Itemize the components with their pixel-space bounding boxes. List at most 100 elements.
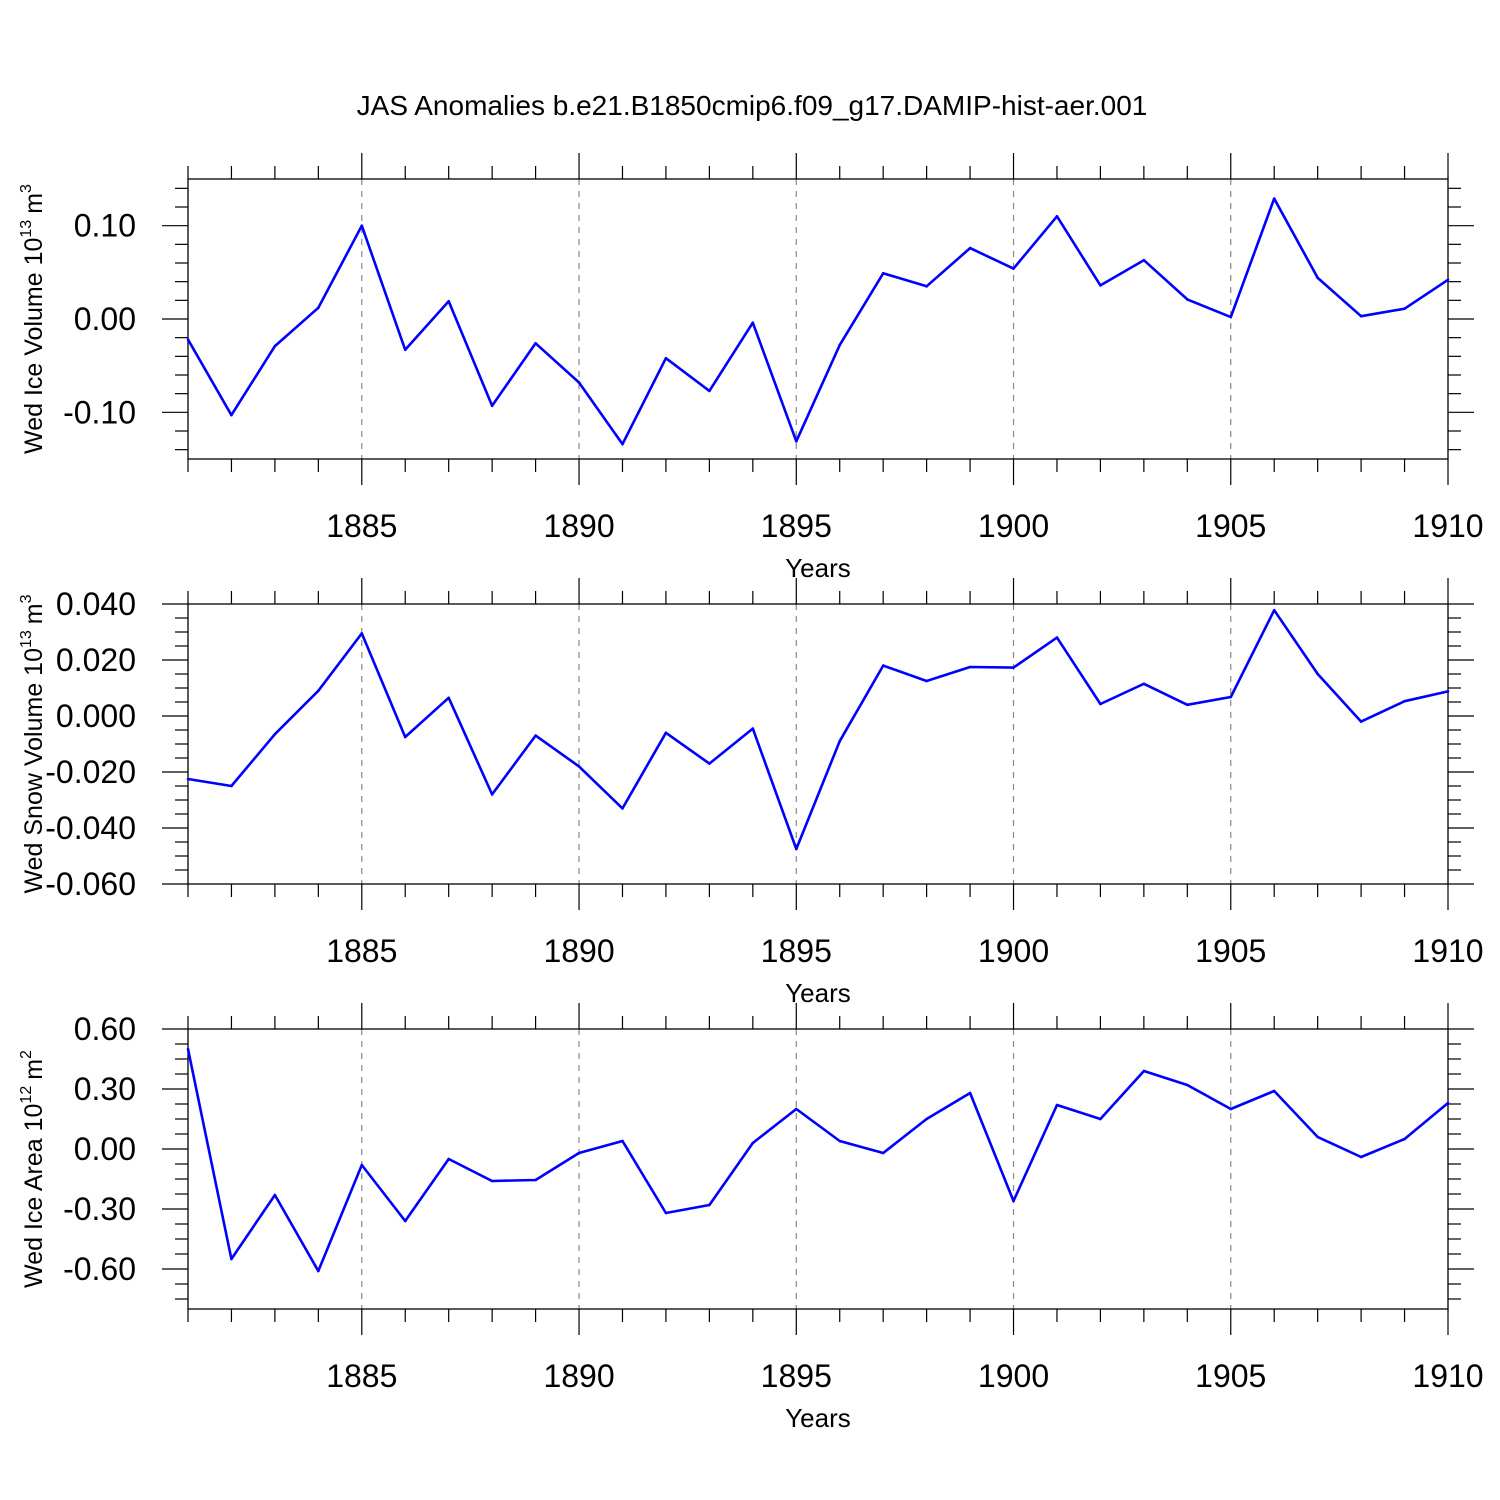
data-point xyxy=(534,734,537,737)
data-point xyxy=(708,1203,711,1207)
panel-3: -0.60 -0.30 0.00 0.30 0.60 1885 1890 1895 1900 19… xyxy=(18,1003,1484,1433)
data-point xyxy=(968,665,972,669)
y-axis-label-exponent: 13 xyxy=(18,630,35,648)
data-point xyxy=(186,1047,190,1051)
data-point xyxy=(925,285,928,288)
data-point xyxy=(403,735,407,739)
y-tick-label: 0.000 xyxy=(56,698,136,734)
panels: -0.10 0.00 0.10 1885 1890 1895 1900 1905 1910 Yea… xyxy=(18,153,1484,1433)
data-point xyxy=(317,1269,320,1273)
y-tick-label: -0.30 xyxy=(63,1191,136,1227)
panel-2: -0.060 -0.040 -0.020 0.000 0.020 0.040 1885 189… xyxy=(18,578,1484,1008)
y-tick-label: -0.10 xyxy=(63,394,136,430)
data-point xyxy=(708,762,711,765)
data-point xyxy=(447,696,450,700)
data-point xyxy=(490,404,494,408)
data-point xyxy=(360,224,364,227)
x-tick-label: 1885 xyxy=(326,508,397,544)
data-point xyxy=(360,632,364,635)
series-line xyxy=(187,608,1449,851)
data-point xyxy=(881,271,885,275)
data-point xyxy=(751,1141,755,1145)
x-axis-label: Years xyxy=(785,978,851,1008)
data-point xyxy=(1403,699,1406,703)
plot-frame xyxy=(187,603,1449,885)
data-point xyxy=(317,306,320,310)
data-point xyxy=(838,343,842,347)
series-line xyxy=(186,197,1449,446)
data-point xyxy=(490,1179,494,1183)
y-tick-label: 0.10 xyxy=(74,208,136,244)
y-tick-label: -0.060 xyxy=(45,866,136,902)
data-point xyxy=(534,1178,537,1182)
data-point xyxy=(577,765,581,768)
y-tick-label: -0.040 xyxy=(45,810,136,846)
x-tick-label: 1890 xyxy=(543,508,614,544)
y-tick-label: 0.020 xyxy=(56,642,136,678)
data-point xyxy=(1099,284,1102,287)
series-line xyxy=(186,1048,1449,1273)
data-point xyxy=(1142,682,1146,686)
data-point xyxy=(1446,1101,1450,1105)
data-point xyxy=(186,338,190,341)
data-point xyxy=(838,1139,842,1143)
data-point xyxy=(968,1091,972,1095)
data-point xyxy=(1186,703,1189,707)
data-point xyxy=(1012,1199,1015,1203)
data-point xyxy=(881,664,885,667)
x-tick-label: 1890 xyxy=(543,1358,614,1394)
data-point xyxy=(1359,1155,1363,1159)
x-tick-label: 1885 xyxy=(326,1358,397,1394)
x-tick-label: 1910 xyxy=(1412,508,1483,544)
y-axis-label-text: Wed Ice Area 10 xyxy=(20,1104,48,1288)
data-point xyxy=(968,246,972,250)
data-point xyxy=(1272,1089,1276,1093)
y-axis-label-unit: m xyxy=(20,193,48,214)
data-point xyxy=(1316,1135,1319,1139)
data-point xyxy=(1229,1107,1233,1111)
data-point xyxy=(1403,1137,1406,1141)
data-point xyxy=(273,344,277,348)
data-point xyxy=(1446,690,1450,693)
x-tick-label: 1905 xyxy=(1195,1358,1266,1394)
data-point xyxy=(447,299,450,303)
data-point xyxy=(1229,695,1233,699)
data-point xyxy=(751,727,755,730)
y-axis-label-unit: m xyxy=(20,603,48,624)
data-point xyxy=(1272,608,1276,612)
panel-1: -0.10 0.00 0.10 1885 1890 1895 1900 1905 1910 Yea… xyxy=(18,153,1484,583)
x-tick-label: 1910 xyxy=(1412,933,1483,969)
data-point xyxy=(534,341,537,345)
data-point xyxy=(794,1107,798,1111)
figure-title: JAS Anomalies b.e21.B1850cmip6.f09_g17.D… xyxy=(357,90,1148,121)
x-tick-label: 1885 xyxy=(326,933,397,969)
data-point xyxy=(794,439,798,443)
data-point xyxy=(1186,1083,1189,1087)
data-point xyxy=(1316,672,1319,676)
data-point xyxy=(230,413,233,417)
data-point xyxy=(1142,1069,1146,1073)
data-point xyxy=(1316,276,1319,280)
data-point xyxy=(317,689,320,693)
y-axis-label-unit-exponent: 3 xyxy=(18,594,35,603)
x-tick-label: 1905 xyxy=(1195,508,1266,544)
data-point xyxy=(708,389,711,393)
data-point xyxy=(664,731,668,735)
data-point xyxy=(186,777,190,781)
y-tick-label: -0.60 xyxy=(63,1251,136,1287)
data-point xyxy=(1012,666,1015,669)
data-point xyxy=(1055,215,1059,218)
y-axis-label: Wed Snow Volume 1013 m3 xyxy=(18,594,48,893)
data-point xyxy=(621,442,624,446)
y-axis-label: Wed Ice Volume 1013 m3 xyxy=(18,184,48,454)
y-axis-label-unit-exponent: 2 xyxy=(18,1050,35,1059)
data-point xyxy=(794,847,798,851)
data-point xyxy=(273,732,277,736)
data-point xyxy=(577,1151,581,1155)
data-point xyxy=(1446,278,1450,282)
y-tick-label: -0.020 xyxy=(45,754,136,790)
data-point xyxy=(1272,197,1276,200)
data-point xyxy=(925,1117,928,1121)
x-tick-label: 1900 xyxy=(978,933,1049,969)
